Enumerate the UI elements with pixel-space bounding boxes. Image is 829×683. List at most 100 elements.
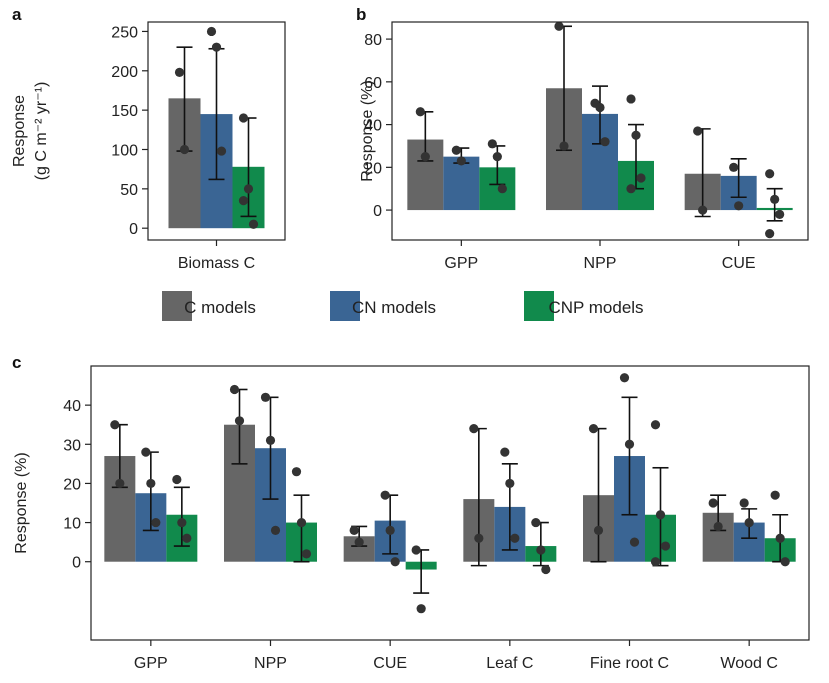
data-point <box>554 21 564 31</box>
data-point <box>248 219 259 229</box>
data-point <box>115 478 125 489</box>
y-axis-unit: (g C m⁻² yr⁻¹) <box>33 82 50 181</box>
y-axis-title: Response <box>11 95 28 167</box>
y-tick-label: 20 <box>63 476 81 493</box>
x-tick-label: GPP <box>444 255 478 272</box>
data-point <box>177 517 187 528</box>
legend: C models CN models CNP models <box>162 291 644 321</box>
data-point <box>624 439 635 449</box>
legend-label: C models <box>184 298 256 317</box>
y-tick-label: 0 <box>373 203 382 220</box>
data-point <box>385 525 395 536</box>
panel-letter: c <box>12 353 21 372</box>
data-point <box>487 139 497 149</box>
data-point <box>619 373 630 383</box>
data-point <box>531 517 541 528</box>
data-point <box>744 517 754 528</box>
data-point <box>770 490 780 500</box>
legend-swatch <box>330 291 360 321</box>
data-point <box>110 420 120 430</box>
data-point <box>211 42 222 52</box>
data-point <box>416 604 426 614</box>
x-tick-label: Fine root C <box>590 655 669 672</box>
data-point <box>265 435 276 445</box>
data-point <box>593 525 604 536</box>
data-point <box>650 420 661 430</box>
data-point <box>238 196 249 206</box>
data-point <box>469 424 479 434</box>
plot-frame <box>391 21 809 241</box>
x-tick-label: Leaf C <box>486 655 533 672</box>
data-point <box>497 184 507 194</box>
data-point <box>456 156 466 166</box>
x-tick-label: Wood C <box>720 655 778 672</box>
data-point <box>420 152 430 162</box>
x-tick-label: NPP <box>584 255 617 272</box>
data-point <box>693 126 703 136</box>
panel-a: a 0 50 100 150 200 250 Response (g C m⁻² yr⁻¹) Bi… <box>11 5 286 272</box>
x-tick-label: GPP <box>134 655 168 672</box>
data-point <box>541 564 551 575</box>
data-point <box>629 537 640 547</box>
x-tick-label: CUE <box>722 255 756 272</box>
data-point <box>474 533 484 543</box>
data-point <box>354 537 364 547</box>
data-point <box>234 416 245 426</box>
data-point <box>451 145 461 155</box>
data-point <box>739 498 749 508</box>
data-point <box>301 549 312 559</box>
y-tick-label: 250 <box>111 24 138 41</box>
data-point <box>151 517 161 528</box>
data-point <box>536 545 546 555</box>
legend-label: CNP models <box>548 298 643 317</box>
data-point <box>626 184 636 194</box>
data-point <box>660 541 671 551</box>
data-point <box>492 152 502 162</box>
data-point <box>296 517 307 528</box>
data-point <box>182 533 192 543</box>
panel-letter: b <box>356 5 366 24</box>
y-tick-label: 30 <box>63 437 81 454</box>
data-point <box>588 424 599 434</box>
data-point <box>206 26 217 37</box>
data-point <box>179 144 190 155</box>
data-point <box>729 162 739 172</box>
x-tick-label: Biomass C <box>178 255 255 272</box>
data-point <box>650 557 661 567</box>
plot-frame <box>147 21 286 241</box>
data-point <box>260 392 271 402</box>
y-tick-label: 60 <box>364 75 382 92</box>
data-point <box>698 205 708 215</box>
data-point <box>505 478 515 489</box>
y-tick-label: 40 <box>63 398 81 415</box>
y-tick-label: 150 <box>111 103 138 120</box>
data-point <box>655 510 666 520</box>
y-tick-label: 100 <box>111 142 138 159</box>
data-point <box>216 146 227 156</box>
data-point <box>411 545 421 555</box>
data-point <box>243 184 254 194</box>
plot-frame <box>90 365 810 641</box>
data-point <box>595 102 605 113</box>
data-point <box>631 130 641 140</box>
panel-b: b 0 20 40 60 80 Response (%) GPP NPP CUE <box>356 5 809 272</box>
data-point <box>174 67 185 77</box>
data-point <box>500 447 510 457</box>
data-point <box>765 169 775 179</box>
y-tick-label: 0 <box>129 221 138 238</box>
data-point <box>172 474 182 485</box>
data-point <box>349 525 359 536</box>
data-point <box>775 533 785 543</box>
y-tick-label: 0 <box>72 555 81 572</box>
data-point <box>626 94 636 104</box>
data-point <box>559 141 569 151</box>
y-tick-label: 80 <box>364 32 382 49</box>
data-point <box>510 533 520 543</box>
y-axis-title: Response (%) <box>13 452 30 553</box>
legend-swatch <box>524 291 554 321</box>
data-point <box>390 557 400 567</box>
data-point <box>713 521 723 532</box>
x-tick-label: NPP <box>254 655 287 672</box>
data-point <box>291 467 302 477</box>
